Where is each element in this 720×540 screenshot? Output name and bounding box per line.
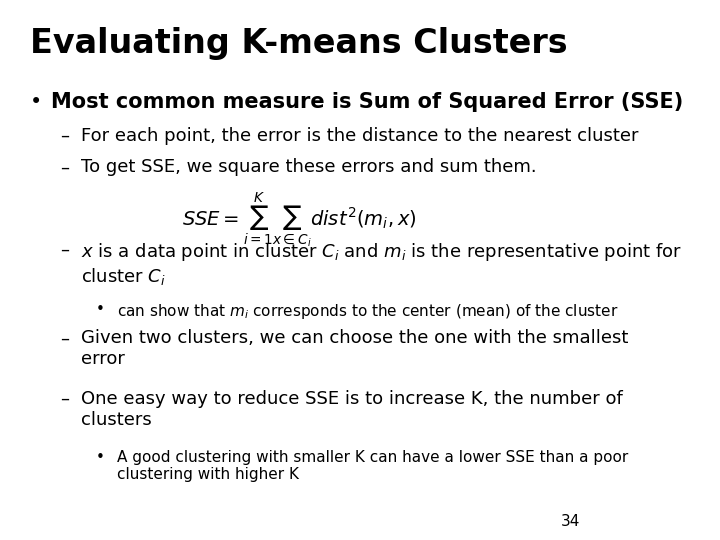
Text: –: – bbox=[60, 329, 69, 347]
Text: Given two clusters, we can choose the one with the smallest
error: Given two clusters, we can choose the on… bbox=[81, 329, 628, 368]
Text: –: – bbox=[60, 127, 69, 145]
Text: For each point, the error is the distance to the nearest cluster: For each point, the error is the distanc… bbox=[81, 127, 638, 145]
Text: –: – bbox=[60, 241, 69, 259]
Text: •: • bbox=[96, 450, 104, 465]
Text: To get SSE, we square these errors and sum them.: To get SSE, we square these errors and s… bbox=[81, 158, 536, 177]
Text: One easy way to reduce SSE is to increase K, the number of
clusters: One easy way to reduce SSE is to increas… bbox=[81, 390, 623, 429]
Text: 34: 34 bbox=[561, 514, 580, 529]
Text: can show that $m_i$ corresponds to the center (mean) of the cluster: can show that $m_i$ corresponds to the c… bbox=[117, 301, 618, 321]
Text: $x$ is a data point in cluster $C_i$ and $m_i$ is the representative point for
c: $x$ is a data point in cluster $C_i$ and… bbox=[81, 241, 682, 287]
Text: •: • bbox=[30, 92, 42, 112]
Text: $SSE = \sum_{i=1}^{K} \sum_{x \in C_i} dist^2(m_i, x)$: $SSE = \sum_{i=1}^{K} \sum_{x \in C_i} d… bbox=[182, 190, 416, 248]
Text: –: – bbox=[60, 158, 69, 177]
Text: A good clustering with smaller K can have a lower SSE than a poor
clustering wit: A good clustering with smaller K can hav… bbox=[117, 450, 628, 482]
Text: Evaluating K-means Clusters: Evaluating K-means Clusters bbox=[30, 27, 568, 60]
Text: •: • bbox=[96, 301, 104, 316]
Text: –: – bbox=[60, 390, 69, 408]
Text: Most common measure is Sum of Squared Error (SSE): Most common measure is Sum of Squared Er… bbox=[51, 92, 683, 112]
